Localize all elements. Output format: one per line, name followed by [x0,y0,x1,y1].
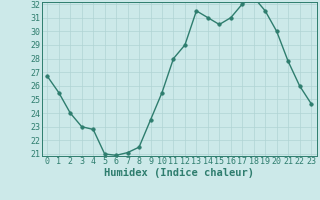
X-axis label: Humidex (Indice chaleur): Humidex (Indice chaleur) [104,168,254,178]
